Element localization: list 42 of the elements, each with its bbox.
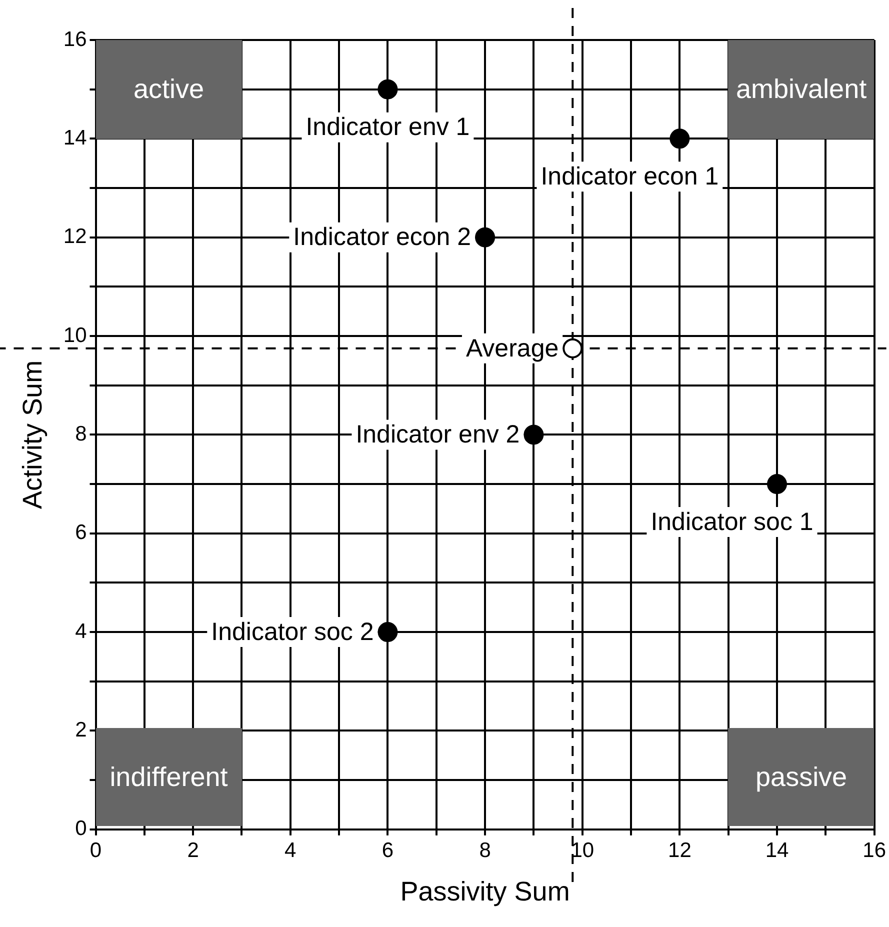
y-tick-label: 14 xyxy=(63,126,88,150)
x-tick-label: 6 xyxy=(382,838,394,862)
x-tick-label: 2 xyxy=(187,838,199,862)
point xyxy=(378,79,398,100)
y-tick-label: 16 xyxy=(63,28,87,51)
y-tick-label: 6 xyxy=(75,521,87,544)
x-tick-label: 14 xyxy=(765,838,789,862)
annotation: indifferent xyxy=(110,762,228,793)
x-axis-title: Passivity Sum xyxy=(400,876,570,906)
x-tick-label: 4 xyxy=(284,838,297,862)
annotation: active xyxy=(133,74,204,105)
y-tick-label: 12 xyxy=(63,225,87,248)
y-tick-label: 0 xyxy=(75,817,87,840)
x-tick-label: 8 xyxy=(479,838,491,862)
annotation: passive xyxy=(756,762,848,793)
y-tick-label: 8 xyxy=(75,422,87,446)
x-tick-label: 12 xyxy=(668,838,692,862)
series-label: Indicator soc 1 xyxy=(650,508,814,536)
series-label: Indicator econ 1 xyxy=(540,162,719,191)
series-label: Indicator env 2 xyxy=(356,420,520,449)
quadrant-label-box: active xyxy=(96,40,242,139)
point xyxy=(767,474,787,494)
series-label: Indicator soc 2 xyxy=(211,618,374,646)
annotation: ambivalent xyxy=(736,74,867,105)
x-tick-label: 10 xyxy=(570,838,594,862)
x-tick-label: 16 xyxy=(862,838,886,862)
x-tick-label: 0 xyxy=(90,838,102,862)
point xyxy=(524,424,544,445)
y-axis-title: Activity Sum xyxy=(18,360,48,509)
y-tick-label: 2 xyxy=(75,718,87,742)
quadrant-label-box: passive xyxy=(728,728,874,826)
quadrant-label-box: indifferent xyxy=(96,728,242,826)
series-label: Indicator econ 2 xyxy=(293,223,472,252)
series-label: Average xyxy=(466,334,559,362)
point xyxy=(670,128,690,149)
y-tick-label: 4 xyxy=(75,620,88,643)
y-tick-label: 10 xyxy=(63,324,87,347)
point xyxy=(562,338,583,358)
quadrant-label-box: ambivalent xyxy=(728,40,874,139)
series-label: Indicator env 1 xyxy=(306,113,470,142)
point xyxy=(378,622,398,642)
point xyxy=(475,227,496,248)
